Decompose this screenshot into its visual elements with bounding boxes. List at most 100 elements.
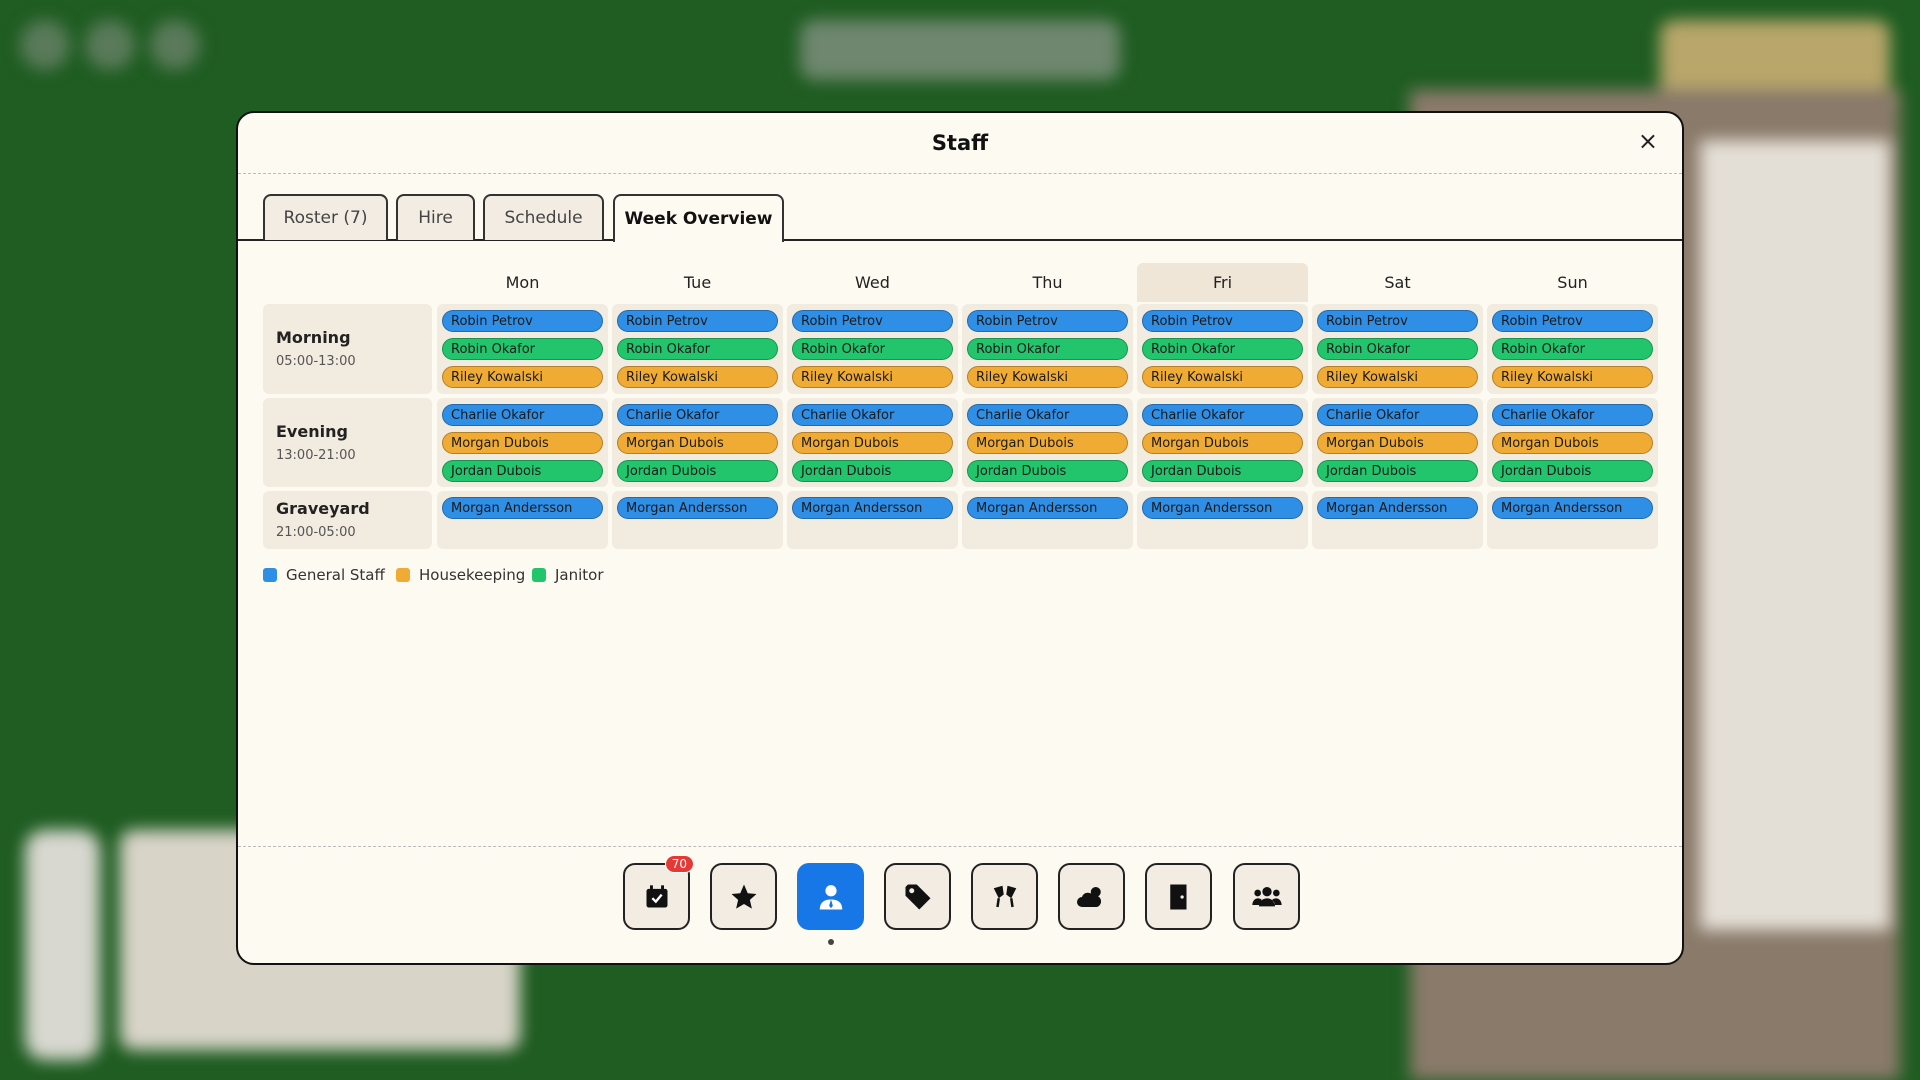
day-header: Fri	[1137, 263, 1308, 302]
legend-label: Housekeeping	[419, 566, 526, 584]
tab[interactable]: Roster (7)	[263, 194, 388, 240]
nav-tag[interactable]	[884, 863, 951, 930]
shift-time: 13:00-21:00	[276, 448, 356, 463]
staff-pill[interactable]: Robin Petrov	[442, 310, 603, 332]
staff-pill[interactable]: Riley Kowalski	[617, 366, 778, 388]
staff-pill[interactable]: Morgan Andersson	[792, 497, 953, 519]
staff-pill[interactable]: Robin Petrov	[617, 310, 778, 332]
staff-pill[interactable]: Robin Petrov	[1142, 310, 1303, 332]
staff-pill[interactable]: Morgan Dubois	[1317, 432, 1478, 454]
shift-cell: Robin Petrov Robin Okafor Riley Kowalski	[1312, 304, 1483, 394]
staff-pill[interactable]: Morgan Dubois	[1142, 432, 1303, 454]
day-header: Wed	[855, 273, 890, 292]
modal-title: Staff	[931, 131, 989, 155]
staff-pill[interactable]: Morgan Andersson	[442, 497, 603, 519]
legend-item: Janitor	[532, 566, 604, 584]
staff-pill[interactable]: Jordan Dubois	[442, 460, 603, 482]
staff-pill[interactable]: Charlie Okafor	[617, 404, 778, 426]
staff-pill[interactable]: Riley Kowalski	[442, 366, 603, 388]
staff-pill[interactable]: Riley Kowalski	[1317, 366, 1478, 388]
shift-cell: Robin Petrov Robin Okafor Riley Kowalski	[962, 304, 1133, 394]
nav-group[interactable]	[1233, 863, 1300, 930]
shift-label: Graveyard 21:00-05:00	[263, 491, 432, 549]
staff-pill[interactable]: Morgan Dubois	[1492, 432, 1653, 454]
staff-pill[interactable]: Charlie Okafor	[967, 404, 1128, 426]
staff-pill[interactable]: Riley Kowalski	[1492, 366, 1653, 388]
legend-swatch	[263, 568, 277, 582]
staff-pill[interactable]: Jordan Dubois	[1492, 460, 1653, 482]
day-header: Mon	[505, 273, 540, 292]
staff-pill[interactable]: Charlie Okafor	[442, 404, 603, 426]
staff-pill[interactable]: Robin Petrov	[1317, 310, 1478, 332]
staff-pill[interactable]: Morgan Andersson	[1317, 497, 1478, 519]
legend-label: Janitor	[555, 566, 604, 584]
staff-pill[interactable]: Morgan Andersson	[617, 497, 778, 519]
staff-pill[interactable]: Robin Okafor	[1492, 338, 1653, 360]
staff-pill[interactable]: Riley Kowalski	[967, 366, 1128, 388]
day-header: Tue	[683, 273, 712, 292]
close-button[interactable]: ×	[1637, 127, 1658, 155]
staff-pill[interactable]: Robin Okafor	[617, 338, 778, 360]
shift-cell: Morgan Andersson	[962, 491, 1133, 549]
staff-pill[interactable]: Robin Okafor	[967, 338, 1128, 360]
staff-pill[interactable]: Robin Petrov	[1492, 310, 1653, 332]
staff-pill[interactable]: Jordan Dubois	[1142, 460, 1303, 482]
legend-swatch	[532, 568, 546, 582]
staff-pill[interactable]: Robin Okafor	[1317, 338, 1478, 360]
staff-pill[interactable]: Charlie Okafor	[1142, 404, 1303, 426]
staff-pill[interactable]: Riley Kowalski	[1142, 366, 1303, 388]
shift-cell: Robin Petrov Robin Okafor Riley Kowalski	[1137, 304, 1308, 394]
staff-pill[interactable]: Jordan Dubois	[792, 460, 953, 482]
shift-cell: Charlie Okafor Morgan Dubois Jordan Dubois	[962, 398, 1133, 487]
staff-pill[interactable]: Morgan Dubois	[792, 432, 953, 454]
shift-cell: Morgan Andersson	[437, 491, 608, 549]
staff-pill[interactable]: Robin Petrov	[792, 310, 953, 332]
shift-name: Evening	[276, 422, 348, 441]
day-header: Thu	[1032, 273, 1063, 292]
blur-shape	[85, 20, 135, 70]
staff-pill[interactable]: Morgan Andersson	[1142, 497, 1303, 519]
staff-pill[interactable]: Charlie Okafor	[1317, 404, 1478, 426]
staff-pill[interactable]: Morgan Dubois	[617, 432, 778, 454]
shift-cell: Morgan Andersson	[1312, 491, 1483, 549]
blur-shape	[150, 20, 200, 70]
nav-cheers[interactable]	[971, 863, 1038, 930]
staff-pill[interactable]: Robin Okafor	[442, 338, 603, 360]
nav-door[interactable]	[1145, 863, 1212, 930]
staff-pill[interactable]: Charlie Okafor	[1492, 404, 1653, 426]
staff-pill[interactable]: Morgan Dubois	[442, 432, 603, 454]
shift-cell: Robin Petrov Robin Okafor Riley Kowalski	[787, 304, 958, 394]
staff-pill[interactable]: Morgan Andersson	[1492, 497, 1653, 519]
staff-pill[interactable]: Charlie Okafor	[792, 404, 953, 426]
staff-pill[interactable]: Jordan Dubois	[1317, 460, 1478, 482]
staff-pill[interactable]: Robin Okafor	[1142, 338, 1303, 360]
tab[interactable]: Week Overview	[613, 194, 784, 242]
staff-pill[interactable]: Jordan Dubois	[967, 460, 1128, 482]
staff-pill[interactable]: Morgan Dubois	[967, 432, 1128, 454]
legend-item: Housekeeping	[396, 566, 525, 584]
staff-pill[interactable]: Jordan Dubois	[617, 460, 778, 482]
tab[interactable]: Hire	[396, 194, 475, 240]
nav-staff[interactable]	[797, 863, 864, 930]
staff-pill[interactable]: Morgan Andersson	[967, 497, 1128, 519]
staff-pill[interactable]: Robin Petrov	[967, 310, 1128, 332]
nav-calendar[interactable]: 70	[623, 855, 694, 930]
legend-item: General Staff	[263, 566, 385, 584]
shift-cell: Morgan Andersson	[612, 491, 783, 549]
shift-cell: Robin Petrov Robin Okafor Riley Kowalski	[437, 304, 608, 394]
blur-shape	[1700, 140, 1890, 930]
blur-shape	[800, 20, 1120, 80]
tab[interactable]: Schedule	[483, 194, 604, 240]
staff-pill[interactable]: Robin Okafor	[792, 338, 953, 360]
nav-weather[interactable]	[1058, 863, 1125, 930]
shift-cell: Charlie Okafor Morgan Dubois Jordan Dubois	[1137, 398, 1308, 487]
shift-time: 05:00-13:00	[276, 354, 356, 369]
blur-shape	[20, 20, 70, 70]
staff-pill[interactable]: Riley Kowalski	[792, 366, 953, 388]
shift-cell: Morgan Andersson	[787, 491, 958, 549]
shift-cell: Robin Petrov Robin Okafor Riley Kowalski	[1487, 304, 1658, 394]
shift-label: Evening 13:00-21:00	[263, 398, 432, 487]
staff-modal: Staff × 70 Roster (7) Hire Schedule Week Ov…	[236, 111, 1684, 965]
nav-star[interactable]	[710, 863, 777, 930]
